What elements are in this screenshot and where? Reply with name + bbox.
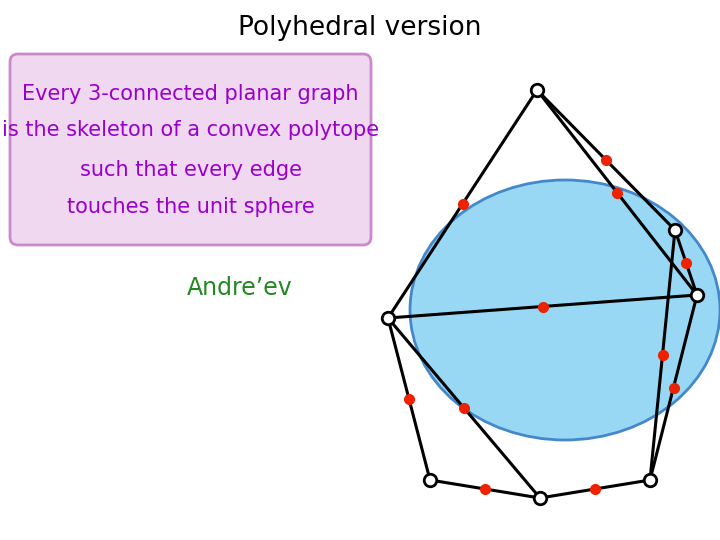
Text: Polyhedral version: Polyhedral version — [238, 15, 482, 41]
FancyBboxPatch shape — [10, 54, 371, 245]
Text: Andre’ev: Andre’ev — [187, 276, 293, 300]
Text: is the skeleton of a convex polytope: is the skeleton of a convex polytope — [2, 120, 379, 140]
Text: touches the unit sphere: touches the unit sphere — [67, 197, 315, 217]
Ellipse shape — [410, 180, 720, 440]
Text: such that every edge: such that every edge — [79, 160, 302, 180]
Text: Every 3-connected planar graph: Every 3-connected planar graph — [22, 84, 359, 104]
